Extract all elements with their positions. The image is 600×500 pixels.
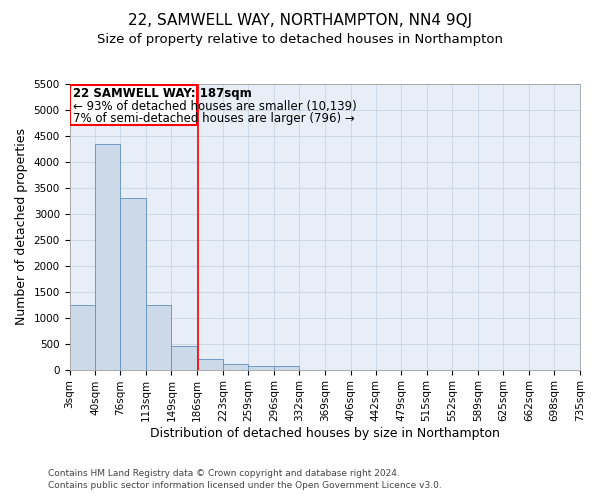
Text: ← 93% of detached houses are smaller (10,139): ← 93% of detached houses are smaller (10… bbox=[73, 100, 357, 113]
Bar bbox=[274, 366, 299, 370]
Bar bbox=[223, 364, 248, 370]
Bar bbox=[146, 304, 172, 370]
Bar bbox=[248, 366, 274, 370]
Bar bbox=[197, 359, 223, 370]
Text: Contains HM Land Registry data © Crown copyright and database right 2024.: Contains HM Land Registry data © Crown c… bbox=[48, 468, 400, 477]
Text: 7% of semi-detached houses are larger (796) →: 7% of semi-detached houses are larger (7… bbox=[73, 112, 355, 126]
Text: 22, SAMWELL WAY, NORTHAMPTON, NN4 9QJ: 22, SAMWELL WAY, NORTHAMPTON, NN4 9QJ bbox=[128, 12, 472, 28]
Y-axis label: Number of detached properties: Number of detached properties bbox=[15, 128, 28, 326]
Bar bbox=[95, 144, 121, 370]
X-axis label: Distribution of detached houses by size in Northampton: Distribution of detached houses by size … bbox=[150, 427, 500, 440]
Bar bbox=[70, 304, 95, 370]
Text: 22 SAMWELL WAY: 187sqm: 22 SAMWELL WAY: 187sqm bbox=[73, 88, 252, 101]
Bar bbox=[172, 346, 197, 370]
Bar bbox=[121, 198, 146, 370]
Text: Size of property relative to detached houses in Northampton: Size of property relative to detached ho… bbox=[97, 32, 503, 46]
Text: Contains public sector information licensed under the Open Government Licence v3: Contains public sector information licen… bbox=[48, 481, 442, 490]
Bar bbox=[70, 84, 197, 124]
